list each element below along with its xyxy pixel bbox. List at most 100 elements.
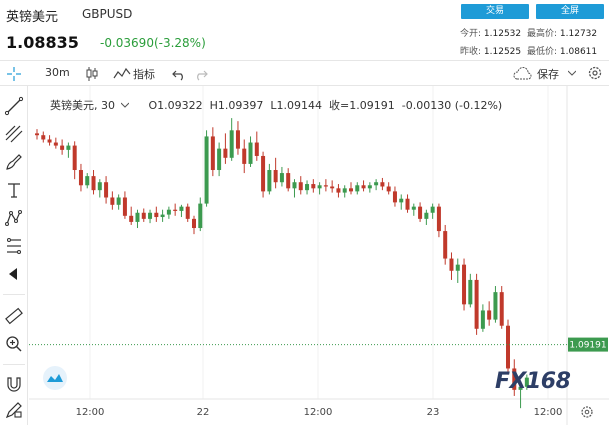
candle-body: [361, 185, 366, 189]
fx168-watermark: FX168: [495, 369, 571, 394]
legend-close: 收=1.09191: [329, 99, 395, 112]
candle-body: [524, 377, 529, 387]
candle-body: [336, 188, 341, 193]
candle-body: [323, 185, 328, 187]
candle-body: [160, 214, 165, 218]
candle-body: [210, 136, 215, 171]
candle-body: [436, 206, 441, 232]
candle-body: [85, 176, 90, 186]
candle-body: [198, 203, 203, 229]
crosshair-icon[interactable]: [6, 66, 22, 82]
settings-gear-icon[interactable]: [587, 65, 603, 81]
drawing-tools-sidebar: [0, 86, 28, 425]
candle-body: [273, 170, 278, 183]
pitchfork-icon[interactable]: [4, 124, 24, 144]
back-arrow-icon[interactable]: [4, 264, 24, 284]
candle-body: [261, 155, 266, 192]
axis-settings-icon[interactable]: [581, 406, 593, 418]
candle-body: [204, 136, 209, 204]
candle-body: [298, 182, 303, 191]
trendline-icon[interactable]: [4, 96, 24, 116]
candle-body: [411, 206, 416, 210]
candlestick-type-icon[interactable]: [85, 66, 99, 82]
legend-chevron-icon[interactable]: [120, 102, 129, 108]
time-axis-label: 12:00: [76, 407, 105, 418]
chart-logo-badge: [43, 366, 67, 390]
candle-body: [47, 139, 52, 143]
zoom-in-icon[interactable]: [4, 334, 24, 354]
time-axis-label: 23: [427, 407, 440, 418]
legend-name: 英镑美元: [50, 99, 94, 112]
candle-body: [279, 173, 284, 183]
text-tool-icon[interactable]: [4, 180, 24, 200]
indicators-button[interactable]: 指标: [133, 68, 155, 81]
candle-body: [110, 197, 115, 205]
candle-body: [493, 292, 498, 320]
candle-body: [480, 310, 485, 329]
pattern-tool-icon[interactable]: [4, 208, 24, 228]
candle-body: [330, 186, 335, 189]
candle-body: [512, 368, 517, 390]
stat-low: 最低价: 1.08611: [527, 47, 598, 57]
candle-body: [242, 148, 247, 164]
quote-header: 英镑美元 GBPUSD 1.08835 -0.03690(-3.28%) 交易 …: [0, 0, 609, 60]
stat-prev-close: 昨收: 1.12525: [460, 47, 522, 57]
candle-body: [217, 148, 222, 171]
candle-body: [35, 133, 39, 136]
fullscreen-button[interactable]: 全屏: [536, 4, 604, 19]
price-chart[interactable]: 1.09191 12:00 22 12:00 23 12:00 FX168: [29, 86, 609, 425]
stat-open: 今开: 1.12532: [460, 29, 522, 39]
cloud-save-icon[interactable]: [512, 67, 532, 81]
candle-body: [468, 279, 473, 305]
candle-body: [305, 184, 310, 191]
indicators-icon[interactable]: [113, 66, 131, 82]
ruler-icon[interactable]: [4, 306, 24, 326]
candle-body: [135, 212, 140, 222]
candle-body: [60, 145, 65, 150]
candle-body: [474, 279, 479, 329]
legend-low: L1.09144: [270, 99, 323, 112]
lock-drawing-icon[interactable]: [4, 400, 24, 420]
candle-body: [185, 206, 190, 219]
instrument-symbol: GBPUSD: [82, 7, 133, 21]
candle-body: [154, 212, 159, 218]
interval-selector[interactable]: 30m: [45, 66, 70, 79]
candle-body: [342, 188, 347, 193]
magnet-icon[interactable]: [4, 374, 24, 394]
legend-open: O1.09322: [148, 99, 203, 112]
save-button[interactable]: 保存: [537, 68, 559, 81]
candle-body: [141, 212, 146, 219]
current-price: 1.08835: [6, 33, 79, 52]
candle-body: [499, 292, 504, 326]
candle-body: [311, 184, 316, 189]
candle-body: [349, 188, 353, 192]
brush-icon[interactable]: [4, 152, 24, 172]
redo-icon[interactable]: [194, 67, 208, 81]
undo-icon[interactable]: [172, 67, 186, 81]
chevron-down-icon[interactable]: [568, 70, 576, 76]
candle-body: [148, 212, 153, 219]
candle-body: [179, 206, 184, 211]
candle-body: [104, 182, 109, 198]
candle-body: [192, 218, 196, 229]
candle-body: [292, 182, 297, 189]
candle-body: [386, 186, 391, 192]
candle-body: [248, 142, 253, 164]
candle-body: [399, 198, 404, 203]
fib-retracement-icon[interactable]: [4, 236, 24, 256]
candle-body: [53, 142, 58, 146]
candle-body: [72, 145, 77, 171]
candle-body: [122, 197, 127, 216]
candle-body: [449, 258, 454, 271]
candle-body: [424, 212, 429, 219]
axis-settings-icon: [584, 409, 590, 415]
candle-body: [223, 148, 228, 158]
candle-body: [267, 170, 272, 192]
candle-body: [254, 142, 259, 156]
candle-body: [518, 386, 523, 390]
trade-button[interactable]: 交易: [461, 4, 529, 19]
last-price-tag: [568, 337, 608, 352]
candle-body: [506, 325, 510, 369]
candle-body: [78, 170, 83, 186]
candle-body: [430, 206, 435, 213]
